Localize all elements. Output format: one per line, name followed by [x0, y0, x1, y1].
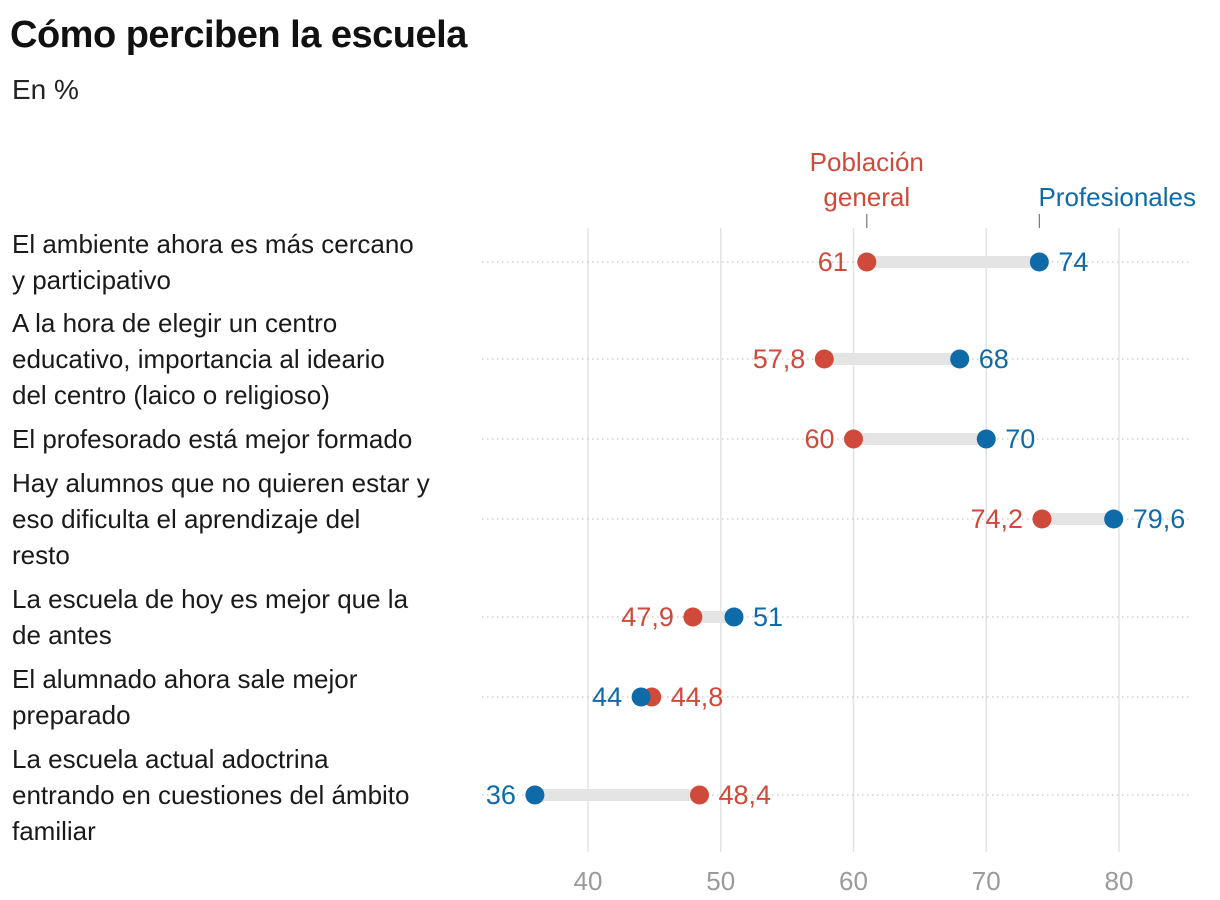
legend-label-profesionales: Profesionales — [1038, 182, 1196, 212]
chart-title: Cómo perciben la escuela — [10, 14, 467, 56]
value-label-profesionales: 68 — [979, 344, 1009, 374]
legend-label-poblacion-general: Población — [810, 147, 924, 177]
dot-profesionales — [976, 429, 996, 449]
x-tick-label-50: 50 — [706, 866, 735, 896]
value-label-profesionales: 36 — [486, 780, 516, 810]
chart-row: El ambiente ahora es más cercano y partic… — [12, 229, 1190, 295]
dot-profesionales — [631, 687, 651, 707]
dot-profesionales — [1104, 509, 1124, 529]
row-label: familiar — [12, 816, 96, 846]
dot-profesionales — [1029, 252, 1049, 272]
row-label: entrando en cuestiones del ámbito — [12, 780, 410, 810]
row-label: educativo, importancia al ideario — [12, 344, 385, 374]
value-label-poblacion-general: 61 — [818, 247, 848, 277]
chart-subtitle: En % — [12, 74, 79, 105]
row-label: El profesorado está mejor formado — [12, 424, 412, 454]
x-tick-label-40: 40 — [574, 866, 603, 896]
x-tick-label-70: 70 — [972, 866, 1001, 896]
value-label-poblacion-general: 60 — [804, 424, 834, 454]
chart-row: La escuela de hoy es mejor que la de ante… — [12, 584, 1190, 650]
value-label-profesionales: 70 — [1005, 424, 1035, 454]
row-label: El ambiente ahora es más cercano — [12, 229, 414, 259]
rows-layer: El ambiente ahora es más cercano y partic… — [12, 229, 1190, 846]
value-label-profesionales: 51 — [753, 602, 783, 632]
dot-poblacion-general — [683, 607, 703, 627]
x-tick-label-80: 80 — [1105, 866, 1134, 896]
row-label: del centro (laico o religioso) — [12, 380, 330, 410]
row-label: resto — [12, 540, 70, 570]
row-label: A la hora de elegir un centro — [12, 308, 337, 338]
row-label: eso dificulta el aprendizaje del — [12, 504, 360, 534]
chart-row: A la hora de elegir un centro educativo, … — [12, 308, 1190, 410]
dot-poblacion-general — [844, 429, 863, 449]
dot-poblacion-general — [690, 785, 710, 805]
value-label-profesionales: 74 — [1058, 247, 1088, 277]
value-label-poblacion-general: 47,9 — [621, 602, 674, 632]
row-label: preparado — [12, 700, 131, 730]
chart-row: El alumnado ahora sale mejor preparado 44,… — [12, 664, 1190, 730]
x-tick-label-60: 60 — [839, 866, 868, 896]
dot-profesionales — [950, 349, 970, 369]
row-label: de antes — [12, 620, 112, 650]
value-label-poblacion-general: 57,8 — [753, 344, 806, 374]
grid-layer — [587, 228, 1120, 852]
row-label: La escuela de hoy es mejor que la — [12, 584, 409, 614]
legend: Población general Profesionales — [810, 147, 1196, 228]
dot-profesionales — [525, 785, 545, 805]
legend-label-poblacion-general: general — [823, 182, 910, 212]
chart-row: Hay alumnos que no quieren estar y eso di… — [12, 468, 1190, 570]
row-label: Hay alumnos que no quieren estar y — [12, 468, 430, 498]
x-axis: 40 50 60 70 80 — [574, 866, 1134, 896]
value-label-profesionales: 79,6 — [1133, 504, 1186, 534]
dot-poblacion-general — [814, 349, 834, 369]
value-label-poblacion-general: 74,2 — [970, 504, 1023, 534]
dot-profesionales — [724, 607, 744, 627]
chart-row: El profesorado está mejor formado 60 70 — [12, 424, 1190, 454]
value-label-poblacion-general: 44,8 — [671, 682, 724, 712]
dot-poblacion-general — [1032, 509, 1052, 529]
row-label: La escuela actual adoctrina — [12, 744, 329, 774]
value-label-profesionales: 44 — [592, 682, 622, 712]
row-label: y participativo — [12, 265, 171, 295]
value-label-poblacion-general: 48,4 — [719, 780, 772, 810]
chart-row: La escuela actual adoctrina entrando en c… — [12, 744, 1190, 846]
row-label: El alumnado ahora sale mejor — [12, 664, 358, 694]
dot-poblacion-general — [857, 252, 877, 272]
